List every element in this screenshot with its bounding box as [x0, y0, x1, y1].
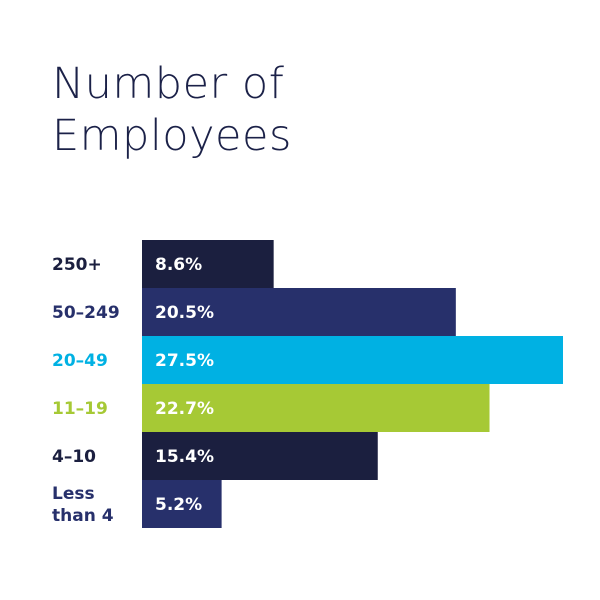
bar-2 [142, 336, 563, 384]
bar-1 [142, 288, 456, 336]
bar-value-label-5: 5.2% [155, 495, 202, 515]
bar-value-label-4: 15.4% [155, 447, 214, 467]
bar-0 [142, 240, 274, 288]
bar-value-label-0: 8.6% [155, 255, 202, 275]
chart-title-line-2: Employees [52, 111, 292, 161]
bar-value-label-3: 22.7% [155, 399, 214, 419]
bar-4 [142, 432, 378, 480]
category-label-5: Less than 4 [52, 484, 114, 526]
category-label-4: 4–10 [52, 447, 96, 467]
category-label-2: 20–49 [52, 351, 108, 371]
chart-title: Number of Employees [52, 58, 452, 162]
category-label-1: 50–249 [52, 303, 120, 323]
category-label-3: 11–19 [52, 399, 108, 419]
bar-3 [142, 384, 490, 432]
chart-title-line-1: Number of [52, 59, 285, 109]
category-label-0: 250+ [52, 255, 102, 275]
bar-value-label-2: 27.5% [155, 351, 214, 371]
bar-value-label-1: 20.5% [155, 303, 214, 323]
bar-5 [142, 480, 222, 528]
